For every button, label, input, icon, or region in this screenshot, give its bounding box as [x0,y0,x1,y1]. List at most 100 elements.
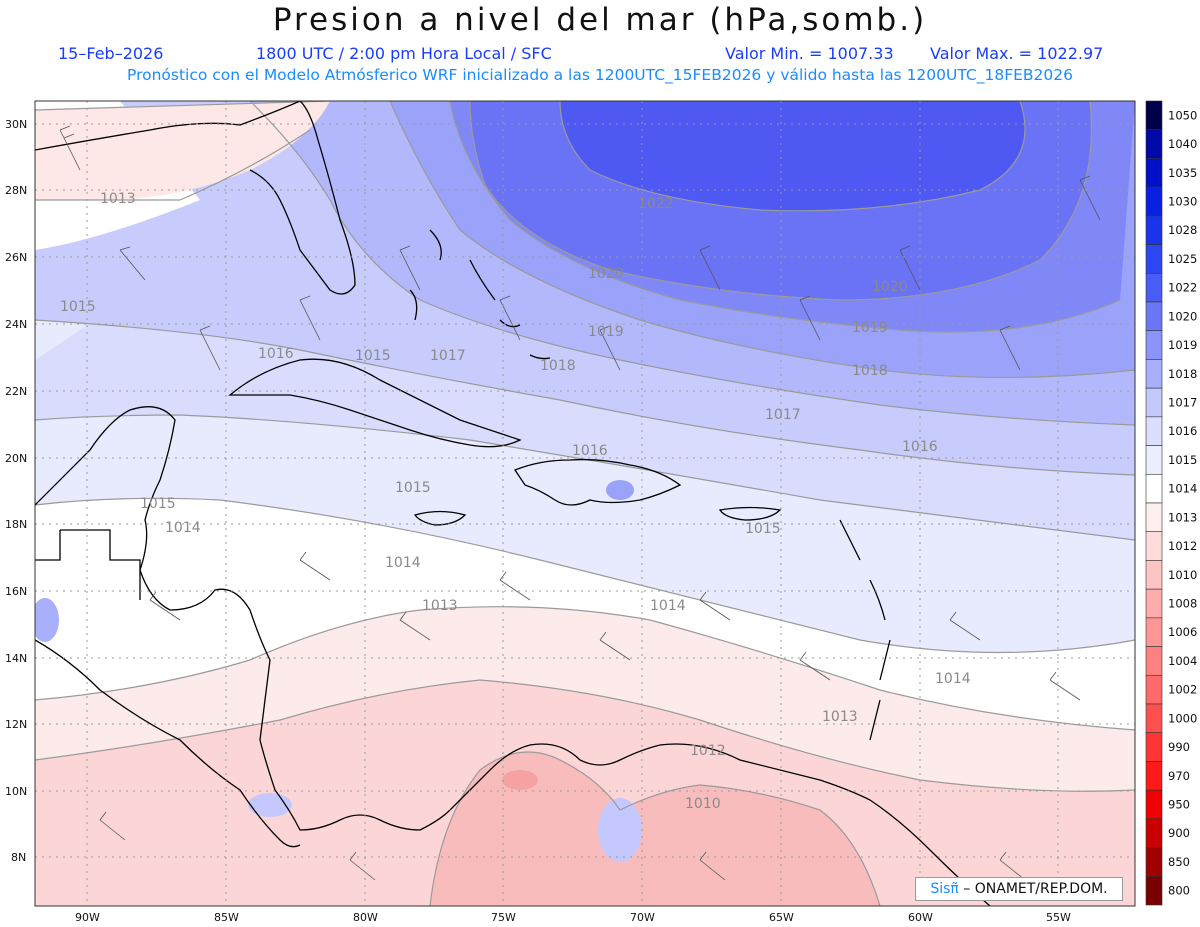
lon-tick-label: 65W [769,911,794,924]
lat-tick-label: 22N [5,385,27,398]
forecast-info: Pronóstico con el Modelo Atmósferico WRF… [127,66,1073,84]
contour-label: 1022 [638,196,674,212]
lon-tick-label: 60W [908,911,933,924]
contour-label: 1016 [902,439,938,455]
contour-label: 1019 [852,320,888,336]
colorbar-label: 1019 [1168,338,1197,352]
colorbar-label: 850 [1168,855,1190,869]
contour-label: 1015 [355,348,391,364]
lat-tick-label: 28N [5,184,27,197]
colorbar-swatch [1145,560,1163,590]
colorbar-label: 800 [1168,884,1190,898]
colorbar-swatch [1145,789,1163,820]
colorbar-label: 1010 [1168,568,1197,582]
contour-label: 1010 [685,796,721,812]
colorbar-label: 1017 [1168,396,1197,410]
valid-date: 15–Feb–2026 [58,44,164,63]
colorbar-swatch [1145,646,1163,676]
lat-tick-label: 14N [5,652,27,665]
contour-label: 1014 [165,520,201,536]
lat-tick-label: 8N [11,851,26,864]
shade-1008 [502,770,538,790]
colorbar-label: 1018 [1168,367,1197,381]
colorbar-swatch [1145,129,1163,159]
map-border [34,100,1136,907]
lon-tick-label: 80W [353,911,378,924]
contour-label: 1012 [690,743,726,759]
andes-high [598,798,642,862]
lat-tick-label: 10N [5,785,27,798]
contour-label: 1018 [852,363,888,379]
colorbar: 1050 1040 1035 1030 1028 1025 1022 1020 1019 1018… [1145,100,1197,906]
colorbar-swatch [1145,674,1163,705]
colorbar-label: 1013 [1168,510,1197,524]
colorbar-swatch [1145,761,1163,791]
contour-label: 1015 [395,480,431,496]
contour-label: 1014 [935,671,971,687]
contour-label: 1016 [258,346,294,362]
colorbar-swatch [1145,875,1163,906]
contour-label: 1015 [60,299,96,315]
lat-tick-label: 20N [5,452,27,465]
colorbar-swatch [1145,847,1163,877]
colorbar-swatch [1145,272,1163,303]
contour-label: 1014 [385,555,421,571]
lon-tick-label: 90W [75,911,100,924]
colorbar-label: 1020 [1168,309,1197,323]
shade-1010 [430,752,880,906]
lat-tick-label: 18N [5,518,27,531]
colorbar-swatch [1145,416,1163,446]
hispaniola-high [606,480,634,500]
lat-tick-label: 24N [5,318,27,331]
colorbar-swatch [1145,703,1163,734]
guatemala-high [35,598,59,642]
contour-label: 1015 [140,496,176,512]
shade-1013-north [35,101,330,200]
lat-tick-label: 26N [5,251,27,264]
colorbar-label: 1030 [1168,195,1197,209]
lon-axis: 90W 85W 80W 75W 70W 65W 60W 55W [75,911,1071,924]
graticule [35,101,1135,906]
colorbar-label: 950 [1168,798,1190,812]
credit-text: – ONAMET/REP.DOM. [958,881,1108,897]
colorbar-label: 1002 [1168,683,1197,697]
colorbar-label: 1006 [1168,625,1197,639]
contour-labels: 1022 1020 1020 1019 1019 1018 1018 1017 … [60,191,971,812]
colorbar-label: 1022 [1168,281,1197,295]
wind-barbs [59,125,1101,881]
contour-label: 1015 [745,521,781,537]
colorbar-label: 990 [1168,740,1190,754]
colorbar-label: 1008 [1168,597,1197,611]
colorbar-label: 1035 [1168,166,1197,180]
lat-tick-label: 12N [5,718,27,731]
contour-label: 1020 [588,266,624,282]
contour-label: 1013 [422,598,458,614]
colorbar-swatch [1145,502,1163,533]
colorbar-swatch [1145,818,1163,848]
lon-tick-label: 55W [1046,911,1071,924]
contour-label: 1019 [588,324,624,340]
contour-label: 1016 [572,443,608,459]
colorbar-swatch [1145,732,1163,762]
max-value: Valor Max. = 1022.97 [930,44,1104,63]
colorbar-label: 1004 [1168,654,1197,668]
colorbar-swatch [1145,301,1163,332]
colorbar-label: 1012 [1168,539,1197,553]
colorbar-swatch [1145,186,1163,217]
lon-tick-label: 75W [491,911,516,924]
colorbar-swatch [1145,158,1163,188]
lat-tick-label: 16N [5,585,27,598]
lon-tick-label: 85W [214,911,239,924]
contour-label: 1020 [872,279,908,295]
colorbar-swatch [1145,473,1163,504]
map-title: Presion a nivel del mar (hPa,somb.) [272,2,928,38]
contour-label: 1014 [650,598,686,614]
colorbar-swatch [1145,215,1163,245]
shade-1022 [560,101,1025,211]
brand-logo: Sisπ̃ [930,881,959,897]
lat-tick-label: 30N [5,118,27,131]
contour-label: 1018 [540,358,576,374]
contour-label: 1017 [430,348,466,364]
colorbar-swatch [1145,244,1163,274]
